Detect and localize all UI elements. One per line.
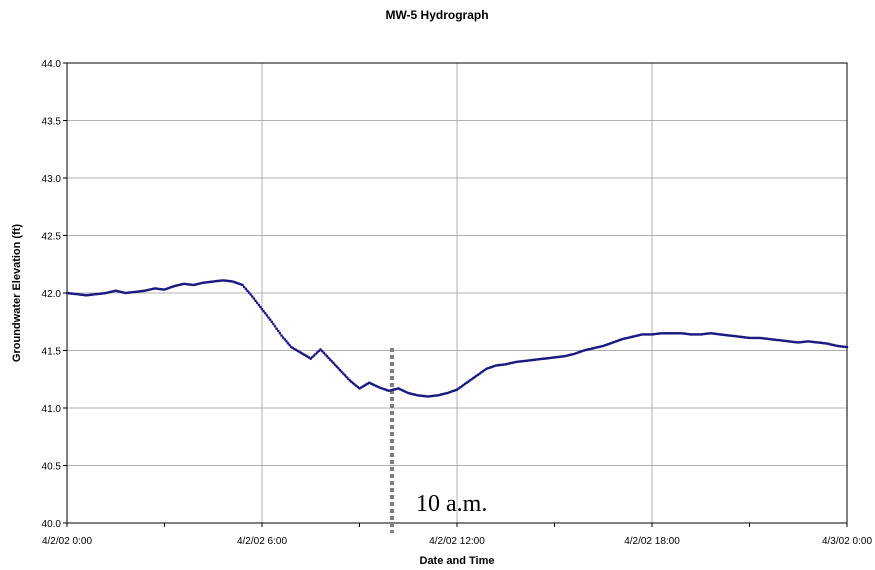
data-point bbox=[329, 358, 332, 362]
data-point bbox=[327, 356, 330, 360]
data-point bbox=[332, 361, 335, 365]
data-point bbox=[288, 343, 291, 347]
data-point bbox=[309, 357, 313, 360]
annotation-label: 10 a.m. bbox=[416, 491, 487, 517]
x-axis-title: Date and Time bbox=[420, 555, 495, 567]
x-tick-label: 4/2/02 6:00 bbox=[237, 536, 287, 547]
data-point bbox=[283, 338, 287, 341]
data-point bbox=[320, 349, 324, 353]
data-point bbox=[314, 352, 317, 356]
data-point bbox=[259, 305, 262, 309]
data-point bbox=[249, 293, 252, 296]
data-point bbox=[330, 360, 334, 363]
y-axis: 40.0 40.5 41.0 41.5 42.0 42.5 43.0 43.5 44.0 bbox=[42, 59, 67, 530]
data-point bbox=[281, 336, 285, 339]
x-tick-label: 4/2/02 12:00 bbox=[429, 536, 485, 547]
x-axis: 4/2/02 0:00 4/2/02 6:00 4/2/02 12:00 4/2/02… bbox=[42, 523, 872, 547]
y-tick-label: 41.5 bbox=[42, 347, 62, 358]
y-tick-label: 41.0 bbox=[42, 404, 62, 415]
data-point bbox=[268, 318, 272, 321]
data-point bbox=[241, 283, 244, 287]
data-point bbox=[273, 325, 277, 328]
data-point bbox=[325, 354, 329, 358]
data-point bbox=[342, 372, 345, 375]
y-tick-label: 43.0 bbox=[42, 174, 62, 185]
data-point bbox=[257, 303, 261, 307]
data-point bbox=[262, 309, 265, 313]
chart-title: MW-5 Hydrograph bbox=[385, 8, 488, 22]
grid-lines bbox=[67, 63, 847, 523]
data-point bbox=[319, 348, 322, 351]
data-point bbox=[252, 297, 256, 300]
data-point bbox=[337, 367, 340, 370]
y-tick-label: 40.5 bbox=[42, 462, 62, 473]
series-points bbox=[65, 279, 849, 398]
data-point bbox=[333, 363, 337, 367]
data-point bbox=[255, 301, 259, 305]
data-point bbox=[845, 345, 849, 349]
data-point bbox=[346, 377, 350, 381]
data-point bbox=[265, 314, 269, 317]
x-tick-label: 4/2/02 0:00 bbox=[42, 536, 92, 547]
y-tick-label: 42.0 bbox=[42, 289, 62, 300]
y-tick-label: 43.5 bbox=[42, 117, 62, 128]
y-tick-label: 44.0 bbox=[42, 59, 62, 70]
data-point bbox=[280, 334, 283, 337]
x-tick-label: 4/2/02 18:00 bbox=[624, 536, 680, 547]
data-point bbox=[275, 327, 278, 331]
data-point bbox=[254, 299, 257, 303]
data-point bbox=[242, 285, 246, 289]
data-point bbox=[278, 331, 282, 335]
data-point bbox=[343, 373, 347, 377]
data-point bbox=[285, 340, 288, 343]
data-point bbox=[340, 370, 343, 374]
data-point bbox=[322, 351, 326, 355]
data-point bbox=[260, 307, 264, 311]
data-point bbox=[324, 353, 327, 356]
data-point bbox=[345, 375, 348, 379]
y-axis-title: Groundwater Elevation (ft) bbox=[11, 224, 23, 362]
data-point bbox=[246, 289, 249, 293]
data-point bbox=[277, 329, 280, 333]
data-point bbox=[251, 295, 254, 298]
data-point bbox=[338, 368, 342, 372]
y-tick-label: 40.0 bbox=[42, 519, 62, 530]
data-point bbox=[247, 291, 251, 294]
data-point bbox=[267, 316, 270, 319]
y-tick-label: 42.5 bbox=[42, 232, 62, 243]
data-point bbox=[335, 365, 339, 368]
data-point bbox=[286, 341, 290, 345]
data-point bbox=[270, 320, 274, 324]
data-point bbox=[244, 287, 248, 291]
data-point bbox=[272, 322, 275, 326]
x-tick-label: 4/3/02 0:00 bbox=[822, 536, 872, 547]
data-point bbox=[264, 312, 267, 315]
